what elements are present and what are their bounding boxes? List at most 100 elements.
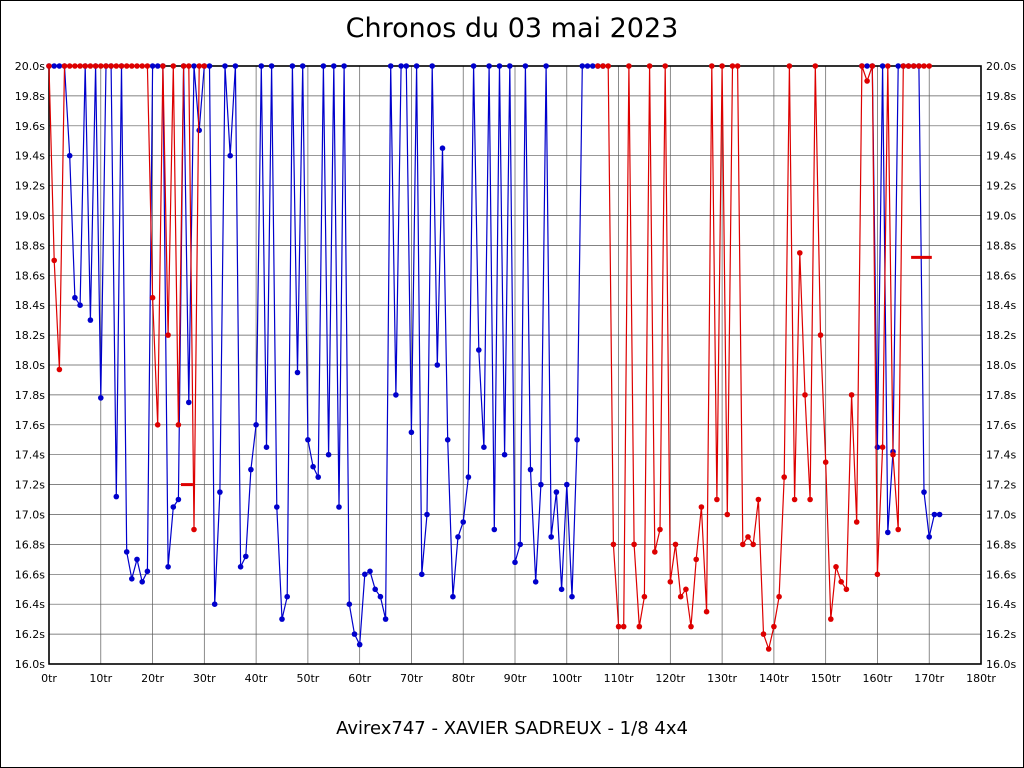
x-tick-label: 90tr bbox=[504, 672, 527, 685]
lap-point-red-driver bbox=[595, 63, 601, 69]
x-tick-label: 70tr bbox=[400, 672, 423, 685]
lap-point-red-driver bbox=[108, 63, 114, 69]
y-tick-label-left: 19.8s bbox=[15, 90, 45, 103]
y-tick-label-left: 17.2s bbox=[15, 479, 45, 492]
lap-point-blue-driver bbox=[527, 466, 534, 473]
lap-point-red-driver bbox=[610, 541, 617, 548]
y-tick-label-right: 17.2s bbox=[986, 479, 1016, 492]
lap-point-blue-driver bbox=[517, 541, 523, 548]
lap-point-blue-driver bbox=[450, 593, 456, 600]
lap-point-red-driver bbox=[905, 63, 912, 69]
lap-point-blue-driver bbox=[144, 568, 151, 575]
y-tick-label-right: 19.8s bbox=[986, 90, 1016, 103]
lap-point-blue-driver bbox=[139, 579, 145, 585]
y-tick-label-left: 18.8s bbox=[15, 239, 45, 252]
x-tick-label: 0tr bbox=[41, 672, 57, 685]
lap-point-red-driver bbox=[87, 63, 94, 69]
y-tick-label-left: 17.6s bbox=[15, 419, 45, 432]
lap-point-red-driver bbox=[92, 63, 99, 69]
lap-point-red-driver bbox=[838, 579, 844, 585]
lap-point-blue-driver bbox=[553, 489, 560, 495]
x-tick-label: 170tr bbox=[914, 672, 944, 685]
lap-point-blue-driver bbox=[398, 63, 404, 69]
lap-point-red-driver bbox=[56, 366, 63, 373]
lap-point-blue-driver bbox=[170, 504, 177, 510]
lap-point-red-driver bbox=[667, 579, 674, 585]
lap-point-blue-driver bbox=[413, 63, 420, 69]
lap-point-red-driver bbox=[139, 63, 145, 69]
lap-point-red-driver bbox=[129, 63, 135, 69]
lap-point-blue-driver bbox=[512, 559, 518, 566]
lap-point-blue-driver bbox=[589, 63, 596, 69]
lap-point-red-driver bbox=[853, 519, 860, 525]
y-tick-label-right: 16.4s bbox=[986, 598, 1016, 611]
y-tick-label-right: 19.4s bbox=[986, 150, 1016, 163]
lap-point-red-driver bbox=[895, 526, 901, 533]
lap-line-red-driver bbox=[597, 65, 930, 652]
lap-point-blue-driver bbox=[279, 616, 285, 622]
lap-point-blue-driver bbox=[895, 63, 901, 69]
lap-point-red-driver bbox=[615, 623, 622, 630]
lap-point-blue-driver bbox=[864, 63, 870, 69]
y-tick-label-left: 19.6s bbox=[15, 120, 45, 133]
lap-point-red-driver bbox=[657, 526, 663, 533]
lap-point-red-driver bbox=[843, 586, 850, 593]
lap-point-red-driver bbox=[807, 496, 813, 503]
lap-point-blue-driver bbox=[351, 631, 358, 637]
plot-frame bbox=[48, 65, 982, 665]
lap-point-red-driver bbox=[82, 63, 88, 69]
lap-point-blue-driver bbox=[424, 511, 430, 518]
lap-point-blue-driver bbox=[434, 362, 441, 368]
lap-line-blue-driver bbox=[49, 65, 603, 647]
lap-point-blue-driver bbox=[362, 571, 368, 578]
lap-point-blue-driver bbox=[98, 395, 104, 401]
lap-point-blue-driver bbox=[253, 422, 259, 428]
lap-point-blue-driver bbox=[336, 504, 342, 510]
lap-point-blue-driver bbox=[491, 526, 498, 533]
lap-point-blue-driver bbox=[294, 369, 301, 376]
lap-point-blue-driver bbox=[885, 529, 891, 536]
lap-point-blue-driver bbox=[305, 437, 311, 443]
driver-caption: Avirex747 - XAVIER SADREUX - 1/8 4x4 bbox=[336, 718, 688, 739]
lap-point-red-driver bbox=[98, 63, 104, 69]
y-tick-label-right: 16.2s bbox=[986, 628, 1016, 641]
lap-point-blue-driver bbox=[196, 127, 202, 134]
lap-point-red-driver bbox=[740, 541, 746, 548]
y-tick-label-right: 16.6s bbox=[986, 568, 1016, 581]
y-tick-label-right: 17.0s bbox=[986, 509, 1016, 522]
lap-point-red-driver bbox=[833, 564, 839, 570]
lap-point-red-driver bbox=[714, 496, 720, 503]
lap-point-red-driver bbox=[822, 459, 829, 466]
lap-point-blue-driver bbox=[77, 302, 83, 309]
y-tick-label-left: 19.2s bbox=[15, 180, 45, 193]
lap-point-red-driver bbox=[890, 451, 896, 458]
lap-point-red-driver bbox=[745, 534, 751, 540]
lap-point-blue-driver bbox=[211, 601, 218, 607]
lap-point-red-driver bbox=[916, 63, 922, 69]
lap-point-blue-driver bbox=[936, 511, 943, 518]
lap-point-blue-driver bbox=[232, 63, 239, 69]
lap-point-red-driver bbox=[652, 549, 658, 555]
lap-point-blue-driver bbox=[522, 63, 529, 69]
y-tick-label-right: 18.4s bbox=[986, 299, 1016, 312]
lap-point-red-driver bbox=[885, 63, 891, 69]
y-tick-label-right: 18.2s bbox=[986, 329, 1016, 342]
lap-point-blue-driver bbox=[419, 571, 425, 578]
x-tick-label: 120tr bbox=[655, 672, 685, 685]
lap-point-blue-driver bbox=[538, 481, 544, 488]
lap-point-red-driver bbox=[646, 63, 653, 69]
y-tick-label-right: 19.0s bbox=[986, 210, 1016, 223]
lap-point-red-driver bbox=[828, 616, 834, 622]
lap-point-blue-driver bbox=[429, 63, 436, 69]
lap-point-red-driver bbox=[755, 496, 762, 503]
lap-point-blue-driver bbox=[879, 63, 886, 69]
lap-point-red-driver bbox=[46, 63, 52, 69]
lap-point-blue-driver bbox=[569, 593, 575, 600]
lap-point-red-driver bbox=[154, 422, 161, 428]
y-tick-label-right: 18.8s bbox=[986, 239, 1016, 252]
lap-point-red-driver bbox=[869, 63, 876, 69]
lap-point-red-driver bbox=[719, 63, 725, 69]
lap-point-red-driver bbox=[175, 422, 182, 428]
lap-point-red-driver bbox=[180, 63, 187, 69]
lap-point-blue-driver bbox=[486, 63, 492, 69]
